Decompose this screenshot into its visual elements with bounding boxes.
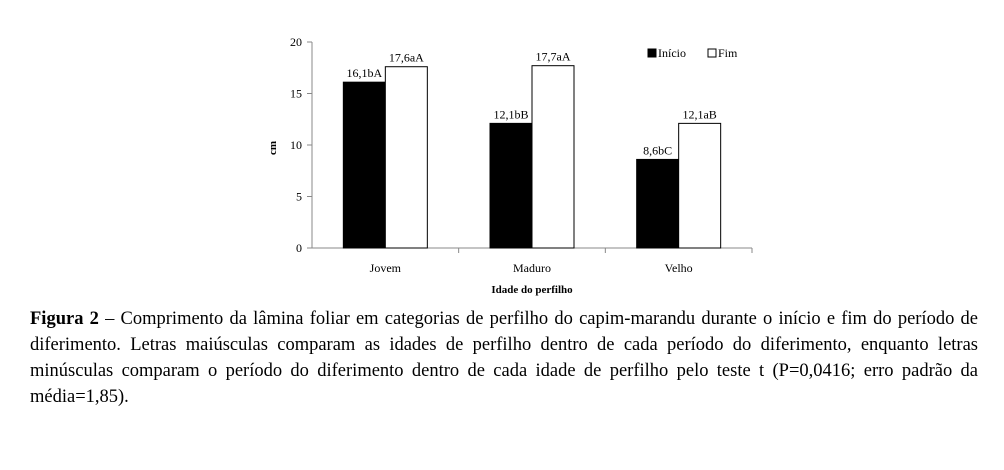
x-tick-label: Jovem — [370, 261, 402, 275]
y-tick-label: 15 — [290, 87, 302, 101]
legend-swatch — [707, 48, 717, 58]
y-tick-label: 10 — [290, 138, 302, 152]
bar-fim — [678, 122, 722, 249]
data-label: 8,6bC — [643, 143, 672, 157]
data-label: 17,7aA — [536, 50, 571, 64]
bar-fim — [384, 66, 428, 249]
bar-fim — [531, 65, 575, 249]
bar-chart: 0 5 10 15 20 Jovem Maduro Velho 16,1bA 17,6aA 12,… — [267, 35, 753, 296]
figure-caption-text: – Comprimento da lâmina foliar em catego… — [30, 309, 978, 407]
y-tick-label: 0 — [296, 241, 302, 255]
figure-label: Figura 2 — [30, 309, 99, 329]
chart-bars — [342, 65, 722, 249]
x-tick-label: Maduro — [513, 261, 551, 275]
legend-label: Fim — [718, 46, 738, 60]
data-label: 12,1bB — [493, 107, 528, 121]
data-label: 16,1bA — [346, 66, 382, 80]
data-label: 12,1aB — [682, 107, 716, 121]
bar-inicio — [636, 158, 680, 249]
legend-label: Início — [658, 46, 686, 60]
y-tick-label: 5 — [296, 190, 302, 204]
bar-inicio — [489, 122, 533, 249]
chart-legend: Início Fim — [647, 46, 738, 60]
figure-caption: Figura 2 – Comprimento da lâmina foliar … — [30, 306, 978, 410]
data-label: 17,6aA — [389, 51, 424, 65]
bar-inicio — [342, 81, 386, 249]
x-tick-label: Velho — [665, 261, 693, 275]
y-tick-label: 20 — [290, 35, 302, 49]
legend-swatch — [647, 48, 657, 58]
chart-labels: 16,1bA 17,6aA 12,1bB 17,7aA 8,6bC 12,1aB — [346, 50, 716, 158]
y-axis-title: cm — [267, 141, 279, 155]
x-axis-title: Idade do perfilho — [491, 284, 573, 296]
